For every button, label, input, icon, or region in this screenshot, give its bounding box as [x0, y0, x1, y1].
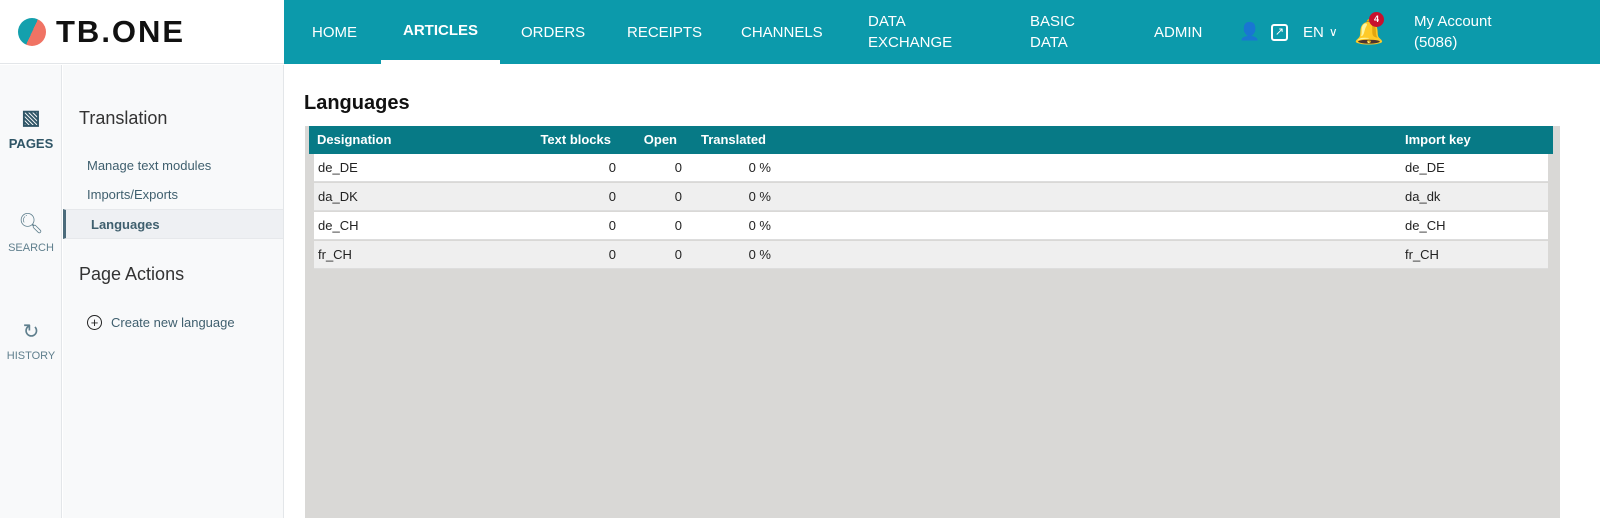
- cell-designation: de_DE: [318, 160, 358, 175]
- cell-designation: fr_CH: [318, 247, 352, 262]
- cell-import-key: de_CH: [1405, 218, 1446, 233]
- cell-translated: 0 %: [748, 218, 771, 233]
- search-icon: 🔍︎: [18, 213, 44, 235]
- rail-label: HISTORY: [6, 350, 56, 362]
- my-account[interactable]: My Account (5086): [1414, 0, 1492, 64]
- language-select[interactable]: EN ∨: [1303, 0, 1338, 64]
- language-value: EN: [1303, 23, 1324, 41]
- cell-open: 0: [674, 218, 682, 233]
- cell-open: 0: [674, 160, 682, 175]
- user-mail-icon[interactable]: 👤: [1239, 22, 1261, 41]
- rail-label: SEARCH: [8, 242, 54, 254]
- table-header: Designation Text blocks Open Translated …: [309, 126, 1553, 154]
- icon-rail: ▧ PAGES 🔍︎ SEARCH ↻ HISTORY: [0, 65, 62, 518]
- cell-text-blocks: 0: [608, 218, 616, 233]
- nav-orders[interactable]: ORDERS: [521, 23, 586, 41]
- cell-open: 0: [674, 189, 682, 204]
- bell-icon[interactable]: 🔔 4: [1354, 12, 1384, 46]
- pages-icon: ▧: [21, 107, 41, 129]
- cell-translated: 0 %: [748, 189, 771, 204]
- create-label: Create new language: [111, 314, 235, 330]
- nav-channels[interactable]: CHANNELS: [741, 23, 823, 41]
- nav-label: DATA: [868, 13, 906, 30]
- cell-text-blocks: 0: [608, 189, 616, 204]
- brand-name: TB.ONE: [56, 13, 186, 49]
- chevron-down-icon: ∨: [1328, 25, 1338, 39]
- sidebar: Translation Manage text modules Imports/…: [63, 65, 284, 518]
- languages-table: Designation Text blocks Open Translated …: [305, 126, 1560, 518]
- cell-import-key: de_DE: [1405, 160, 1445, 175]
- nav-articles[interactable]: ARTICLES: [381, 0, 500, 64]
- cell-translated: 0 %: [748, 247, 771, 262]
- rail-pages[interactable]: ▧ PAGES: [0, 105, 62, 151]
- col-text-blocks[interactable]: Text blocks: [540, 132, 611, 147]
- cell-import-key: da_dk: [1405, 189, 1441, 204]
- page-actions-title: Page Actions: [79, 264, 185, 284]
- link-imports-exports[interactable]: Imports/Exports: [87, 186, 179, 202]
- cell-designation: de_CH: [318, 218, 359, 233]
- plus-circle-icon: +: [87, 314, 102, 330]
- logo[interactable]: TB.ONE: [0, 0, 284, 64]
- cell-designation: da_DK: [318, 189, 358, 204]
- section-title: Translation: [79, 108, 168, 128]
- cell-text-blocks: 0: [608, 247, 616, 262]
- create-language-button[interactable]: + Create new language: [63, 307, 283, 337]
- notification-badge: 4: [1369, 12, 1384, 27]
- link-manage-text-modules[interactable]: Manage text modules: [87, 157, 212, 173]
- table-row[interactable]: fr_CH 0 0 0 % fr_CH: [314, 241, 1548, 269]
- nav-home[interactable]: HOME: [312, 23, 357, 41]
- page-title: Languages: [304, 92, 410, 114]
- logo-mark: [18, 17, 46, 46]
- col-translated[interactable]: Translated: [700, 132, 766, 147]
- table-row[interactable]: de_DE 0 0 0 % de_DE: [314, 154, 1548, 182]
- table-row[interactable]: de_CH 0 0 0 % de_CH: [314, 212, 1548, 240]
- nav-basic-data[interactable]: BASIC DATA: [1030, 0, 1075, 64]
- rail-label: PAGES: [8, 136, 54, 151]
- cell-translated: 0 %: [748, 160, 771, 175]
- rail-history[interactable]: ↻ HISTORY: [0, 319, 62, 362]
- nav-label: BASIC: [1030, 13, 1076, 30]
- cell-text-blocks: 0: [608, 160, 616, 175]
- history-icon: ↻: [22, 321, 40, 343]
- table-row[interactable]: da_DK 0 0 0 % da_dk: [314, 183, 1548, 211]
- cell-open: 0: [674, 247, 682, 262]
- external-link-icon[interactable]: ↗: [1271, 0, 1288, 64]
- link-languages[interactable]: Languages: [63, 209, 283, 239]
- col-import-key[interactable]: Import key: [1405, 132, 1471, 147]
- nav-admin[interactable]: ADMIN: [1154, 23, 1203, 41]
- rail-search[interactable]: 🔍︎ SEARCH: [0, 211, 62, 254]
- main-content: Languages Designation Text blocks Open T…: [285, 65, 1600, 518]
- nav-receipts[interactable]: RECEIPTS: [627, 23, 703, 41]
- nav-data-exchange[interactable]: DATA EXCHANGE: [868, 0, 952, 64]
- nav-label: EXCHANGE: [868, 34, 953, 51]
- cell-import-key: fr_CH: [1405, 247, 1439, 262]
- account-label: My Account: [1414, 13, 1492, 30]
- nav-label: DATA: [1030, 34, 1068, 51]
- col-open[interactable]: Open: [643, 132, 677, 147]
- top-nav: HOME ARTICLES ORDERS RECEIPTS CHANNELS D…: [284, 0, 1600, 64]
- col-designation[interactable]: Designation: [317, 132, 392, 147]
- account-id: (5086): [1414, 34, 1458, 51]
